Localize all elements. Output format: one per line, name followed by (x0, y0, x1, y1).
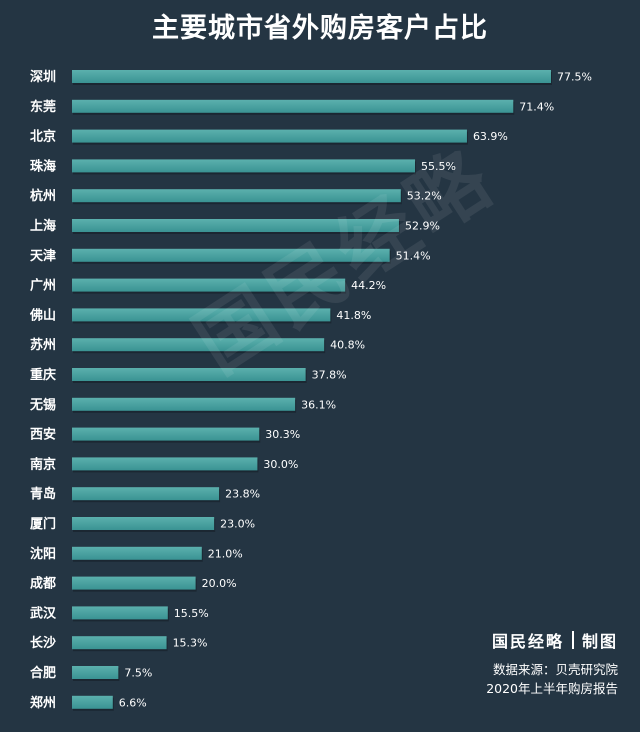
category-label-15: 厦门 (30, 516, 56, 532)
bar-10 (72, 368, 306, 381)
category-label-4: 杭州 (30, 188, 56, 204)
value-label-4: 53.2% (407, 190, 442, 203)
bar-16 (72, 546, 202, 560)
bar-3 (72, 159, 416, 173)
category-label-13: 南京 (30, 456, 56, 472)
value-label-13: 30.0% (263, 458, 298, 471)
value-label-1: 71.4% (519, 100, 554, 113)
chart-title: 主要城市省外购房客户占比 (152, 13, 488, 44)
value-label-15: 23.0% (220, 518, 255, 531)
category-label-9: 苏州 (30, 337, 56, 353)
category-label-3: 珠海 (30, 158, 56, 174)
value-label-5: 52.9% (405, 220, 440, 233)
bar-18 (72, 606, 168, 620)
value-label-17: 20.0% (202, 577, 237, 590)
category-label-16: 沈阳 (30, 546, 56, 562)
bar-1 (72, 99, 514, 113)
bar-0 (72, 70, 551, 83)
category-label-12: 西安 (30, 427, 56, 443)
category-label-0: 深圳 (30, 69, 56, 85)
value-label-6: 51.4% (396, 249, 431, 262)
bar-5 (72, 219, 399, 232)
category-label-20: 合肥 (30, 665, 56, 681)
bar-9 (72, 338, 325, 352)
credit-report: 2020年上半年购房报告 (486, 681, 618, 696)
bar-19 (72, 636, 167, 650)
category-labels: 深圳东莞北京珠海杭州上海天津广州佛山苏州重庆无锡西安南京青岛厦门沈阳成都武汉长沙… (29, 69, 57, 711)
value-label-16: 21.0% (208, 547, 243, 560)
bar-12 (72, 427, 260, 441)
category-label-7: 广州 (30, 278, 56, 294)
credit-source: 数据来源：贝壳研究院 (492, 662, 618, 677)
category-label-21: 郑州 (30, 695, 56, 711)
bar-6 (72, 248, 390, 262)
value-label-11: 36.1% (301, 398, 336, 411)
category-label-8: 佛山 (29, 307, 56, 323)
category-label-10: 重庆 (30, 367, 56, 383)
value-label-14: 23.8% (225, 488, 260, 501)
value-label-20: 7.5% (124, 667, 152, 680)
category-label-19: 长沙 (30, 635, 56, 651)
bar-2 (72, 129, 467, 143)
value-label-18: 15.5% (174, 607, 209, 620)
value-label-8: 41.8% (336, 309, 371, 322)
value-label-2: 63.9% (473, 130, 508, 143)
credit-brand-name: 国民经略 (491, 632, 564, 651)
category-label-6: 天津 (30, 248, 56, 264)
value-label-10: 37.8% (312, 369, 347, 382)
credit-brand: 国民经略 制图 (492, 628, 618, 652)
credit-brand-suffix: 制图 (581, 632, 618, 651)
category-label-14: 青岛 (30, 486, 56, 502)
value-label-3: 55.5% (421, 160, 456, 173)
value-label-21: 6.6% (119, 696, 147, 709)
bar-21 (72, 695, 113, 709)
category-label-2: 北京 (30, 129, 56, 145)
category-label-1: 东莞 (30, 99, 56, 115)
bar-4 (72, 189, 401, 203)
value-labels: 77.5% 71.4% 63.9% 55.5% 53.2% 52.9% 51.4% 44.2%… (119, 71, 592, 710)
category-label-5: 上海 (30, 218, 56, 234)
value-label-7: 44.2% (351, 279, 386, 292)
bars-group (72, 70, 552, 711)
value-label-19: 15.3% (173, 637, 208, 650)
bar-8 (72, 308, 331, 322)
credit-separator (571, 631, 574, 649)
bar-11 (72, 397, 296, 411)
category-label-18: 武汉 (30, 605, 57, 621)
value-label-12: 30.3% (265, 428, 300, 441)
value-label-9: 40.8% (330, 339, 365, 352)
value-label-0: 77.5% (557, 71, 592, 84)
bar-7 (72, 278, 346, 292)
category-label-17: 成都 (30, 576, 56, 592)
bar-20 (72, 666, 119, 679)
category-label-11: 无锡 (29, 397, 56, 413)
bar-15 (72, 517, 215, 530)
bar-13 (72, 457, 258, 471)
bar-14 (72, 487, 220, 501)
bar-17 (72, 576, 196, 590)
